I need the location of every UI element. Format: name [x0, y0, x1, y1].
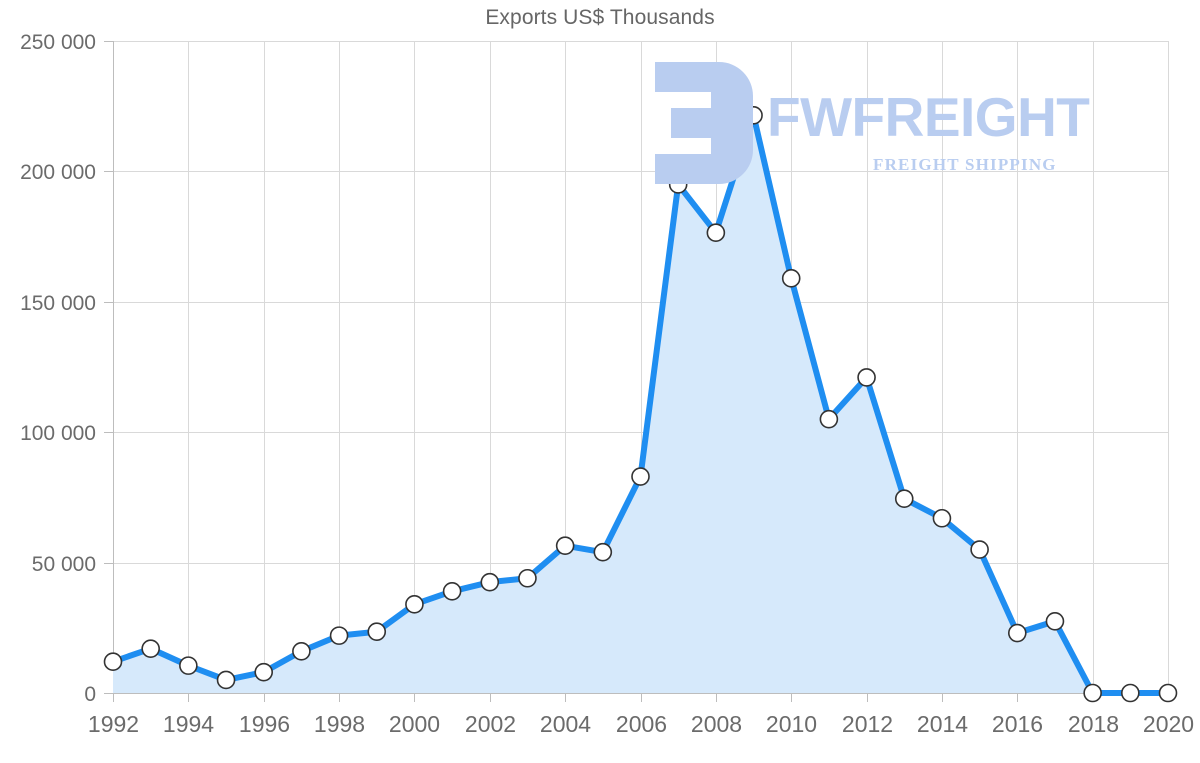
x-tick-label: 2004: [540, 711, 591, 737]
data-point-marker[interactable]: [744, 106, 763, 125]
y-tick-label: 200 000: [20, 161, 96, 184]
data-point-marker[interactable]: [857, 368, 876, 387]
x-tick-label: 2018: [1068, 711, 1119, 737]
x-axis-labels: 1992 1994 1996 1998 2000 2002 2004 2006 2008 2010…: [88, 711, 1194, 737]
data-point-marker[interactable]: [405, 595, 424, 614]
x-tick-label: 2010: [766, 711, 817, 737]
chart-title: Exports US$ Thousands: [485, 6, 715, 29]
data-markers: [103, 106, 1178, 703]
x-tick-label: 2014: [917, 711, 968, 737]
data-point-marker[interactable]: [518, 568, 537, 588]
data-point-marker[interactable]: [1083, 683, 1102, 703]
y-tick-label: 250 000: [20, 31, 96, 54]
data-point-marker[interactable]: [1007, 623, 1027, 643]
y-tick-label: 150 000: [20, 292, 96, 315]
x-tick-label: 2006: [616, 711, 667, 737]
x-tick-label: 2020: [1143, 711, 1194, 737]
y-tick-label: 50 000: [32, 553, 96, 576]
x-tick-label: 1994: [163, 711, 214, 737]
x-tick-label: 1996: [239, 711, 290, 737]
data-point-marker[interactable]: [668, 175, 688, 194]
data-point-marker[interactable]: [442, 581, 462, 601]
data-point-marker[interactable]: [216, 670, 236, 690]
data-point-marker[interactable]: [706, 223, 726, 242]
x-tick-label: 2000: [389, 711, 440, 737]
x-tick-label: 2012: [842, 711, 893, 737]
data-point-marker[interactable]: [480, 572, 500, 592]
x-tick-label: 2008: [691, 711, 742, 737]
area-fill: [113, 115, 1168, 693]
data-point-marker[interactable]: [555, 536, 575, 555]
data-point-marker[interactable]: [141, 639, 160, 658]
data-point-marker[interactable]: [1158, 683, 1178, 703]
data-point-marker[interactable]: [1045, 611, 1065, 631]
y-tick-label: 100 000: [20, 422, 96, 445]
x-tick-label: 1992: [88, 711, 139, 737]
data-point-marker[interactable]: [292, 641, 311, 661]
data-point-marker[interactable]: [329, 626, 349, 645]
data-point-marker[interactable]: [103, 652, 123, 672]
data-point-marker[interactable]: [254, 662, 274, 682]
data-point-marker[interactable]: [819, 409, 839, 429]
data-point-marker[interactable]: [781, 269, 801, 288]
data-point-marker[interactable]: [367, 622, 387, 642]
series-area-fill: [113, 115, 1168, 693]
y-axis-labels: 0 50 000 100 000 150 000 200 000 250 000: [20, 31, 96, 706]
data-point-marker[interactable]: [1121, 683, 1140, 703]
data-point-marker[interactable]: [593, 542, 613, 562]
data-point-marker[interactable]: [179, 656, 198, 675]
x-tick-label: 2016: [992, 711, 1043, 737]
data-point-marker[interactable]: [631, 467, 650, 486]
x-tick-label: 2002: [465, 711, 516, 737]
data-point-marker[interactable]: [894, 489, 914, 509]
y-tick-label: 0: [84, 683, 96, 706]
data-point-marker[interactable]: [970, 540, 989, 559]
x-tick-label: 1998: [314, 711, 365, 737]
data-point-marker[interactable]: [932, 508, 952, 528]
